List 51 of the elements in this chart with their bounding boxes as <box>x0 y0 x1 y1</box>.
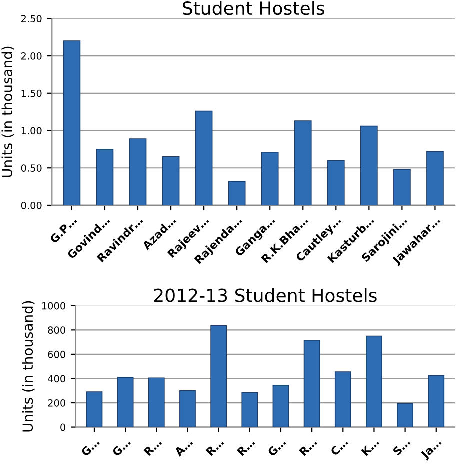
x-tick-label: G… <box>112 438 132 458</box>
bar <box>129 138 147 206</box>
y-tick-label: 400 <box>48 375 66 383</box>
bar <box>162 156 180 206</box>
y-tick-label: 600 <box>48 350 66 358</box>
y-tick-label: 0.50 <box>21 164 42 172</box>
y-tick-label: 1000 <box>42 302 66 310</box>
bar <box>294 120 312 206</box>
x-tick-label: R… <box>206 438 224 456</box>
y-axis-title: Units (in thousand) <box>2 46 14 178</box>
bar <box>261 152 279 206</box>
x-tick-label: C… <box>330 438 349 456</box>
y-tick-label: 800 <box>48 326 66 334</box>
bar <box>428 375 445 428</box>
x-tick-label: R… <box>236 438 256 456</box>
y-tick-label: 1.50 <box>22 90 42 98</box>
y-tick-label: 0.00 <box>21 202 42 210</box>
bar <box>63 40 81 206</box>
bar <box>272 384 290 428</box>
bar <box>360 126 378 206</box>
x-tick-label: K… <box>361 438 380 456</box>
x-tick-label: A… <box>174 438 194 457</box>
bar <box>394 169 411 206</box>
y-tick-label: 2.00 <box>21 52 42 60</box>
x-tick-label: R… <box>299 438 318 456</box>
x-tick-label: R… <box>144 438 162 456</box>
y-tick-label: 2.50 <box>21 15 42 23</box>
bar <box>195 110 213 206</box>
y-tick-label: 1.00 <box>22 127 42 135</box>
bar <box>117 377 134 428</box>
x-tick-label: G… <box>80 438 100 458</box>
bar <box>228 181 246 206</box>
y-axis-title: Units (in thousand) <box>22 301 35 432</box>
bar <box>210 326 228 428</box>
bar <box>148 378 165 428</box>
chart-title: 2012-13 Student Hostels <box>154 288 377 302</box>
y-tick-label: 0 <box>60 424 66 432</box>
bar <box>86 392 103 428</box>
chart-title: Student Hostels <box>183 1 324 16</box>
bar <box>397 403 414 428</box>
y-tick-label: 200 <box>48 400 66 407</box>
x-tick-label: G… <box>267 438 286 458</box>
bar <box>334 372 352 428</box>
bar <box>426 151 444 206</box>
bar <box>180 390 196 428</box>
bar <box>304 340 320 428</box>
bar <box>366 336 382 428</box>
x-tick-label: S… <box>392 438 411 456</box>
bar <box>327 160 345 206</box>
bar <box>96 149 114 206</box>
bar <box>242 392 258 428</box>
